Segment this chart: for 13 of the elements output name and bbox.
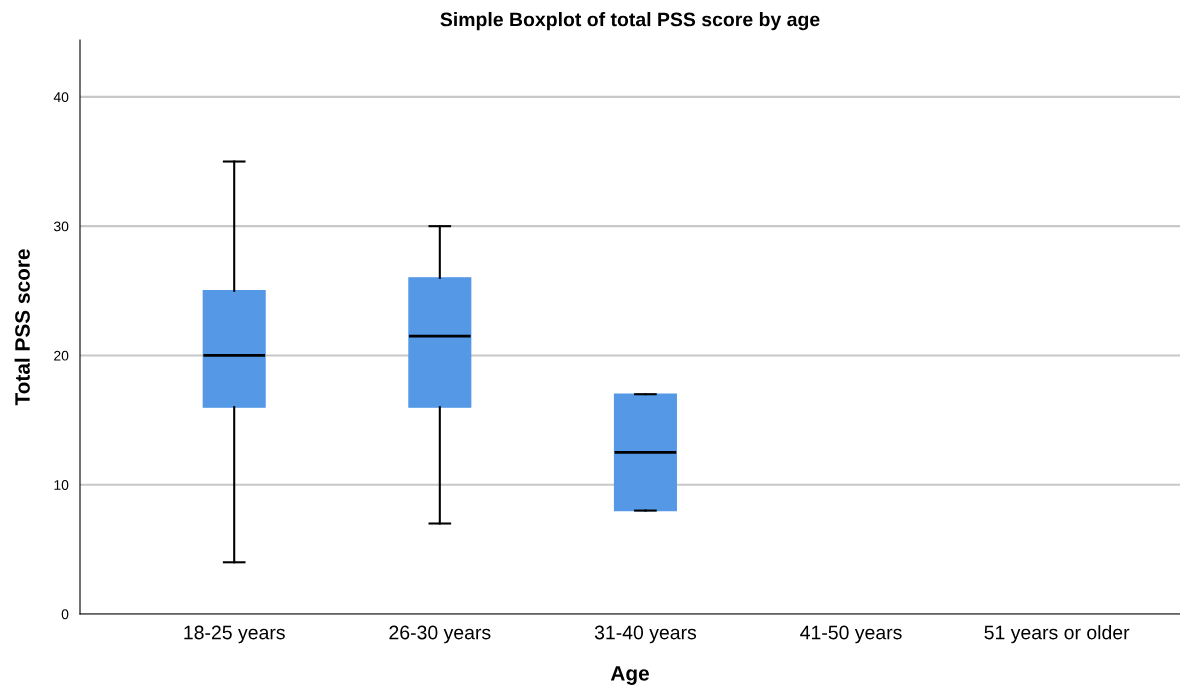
y-tick-label: 30 [53,221,69,232]
y-tick-label: 40 [53,92,69,103]
x-tick-label: 26-30 years [389,625,491,644]
y-tick-label: 20 [54,350,69,361]
y-axis-title: Total PSS score [14,249,30,406]
chart-title: Simple Boxplot of total PSS score by age [440,12,820,31]
x-tick-label: 51 years or older [984,625,1130,644]
y-tick-label: 10 [54,480,69,490]
x-axis-title: Age [610,666,649,685]
x-tick-label: 41-50 years [800,625,902,644]
x-tick-label: 18-25 years [184,625,285,644]
y-tick-label: 0 [61,609,69,620]
x-tick-label: 31-40 years [594,625,697,644]
